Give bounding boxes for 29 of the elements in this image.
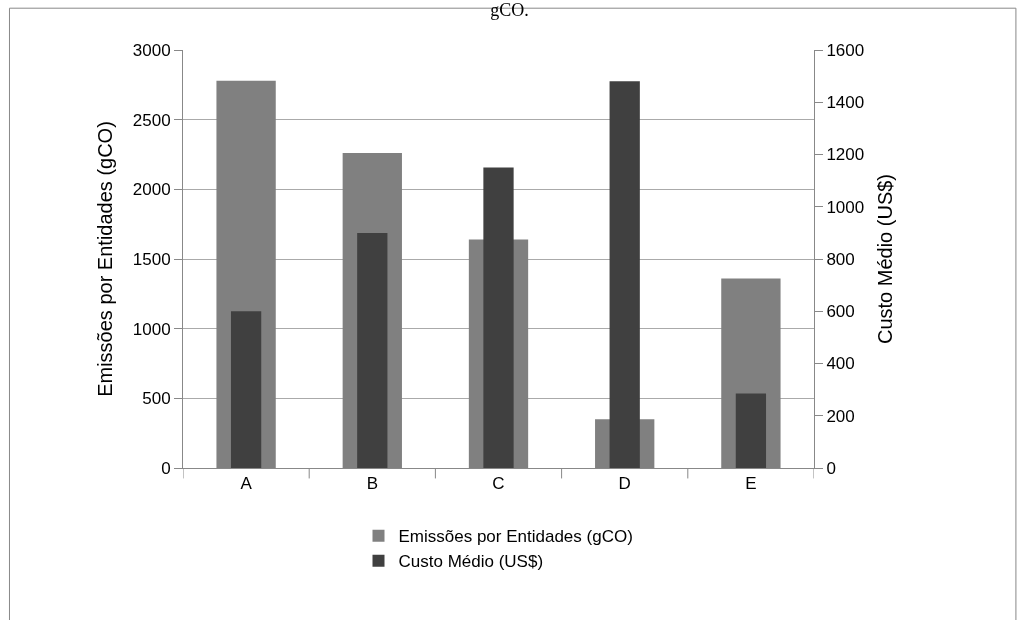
x-tick-label: A [240, 474, 253, 494]
bar [230, 311, 262, 468]
bar [735, 393, 767, 468]
y2-tick-label: 1000 [826, 197, 865, 217]
y-tick-label: 500 [142, 389, 171, 409]
y2-tick-label: 1200 [826, 145, 865, 165]
y2-tick-label: 0 [826, 458, 836, 478]
y-tick-label: 2500 [132, 110, 171, 130]
y-tick-label: 3000 [132, 40, 171, 60]
legend-label: Custo Médio (US$) [398, 552, 544, 572]
x-tick-label: C [492, 474, 505, 494]
legend-label: Emissões por Entidades (gCO) [398, 527, 633, 547]
y-tick-label: 2000 [132, 180, 171, 200]
y-tick-label: 1000 [132, 319, 171, 339]
x-tick-label: B [366, 474, 378, 494]
y-tick-label: 1500 [132, 249, 171, 269]
y-axis-title: Emissões por Entidades (gCO) [94, 121, 117, 397]
y2-tick-label: 200 [826, 406, 855, 426]
y2-tick-label: 800 [826, 249, 855, 269]
bar [357, 232, 388, 468]
y2-tick-label: 600 [826, 302, 855, 322]
x-tick-label: D [618, 474, 631, 494]
x-tick-label: E [745, 474, 757, 494]
y2-tick-label: 1600 [826, 40, 865, 60]
y2-tick-label: 1400 [826, 93, 865, 113]
chart-title: gCO. [490, 0, 529, 20]
y2-axis-title: Custo Médio (US$) [873, 173, 896, 345]
y-tick-label: 0 [161, 458, 171, 478]
y2-tick-label: 400 [826, 354, 855, 374]
